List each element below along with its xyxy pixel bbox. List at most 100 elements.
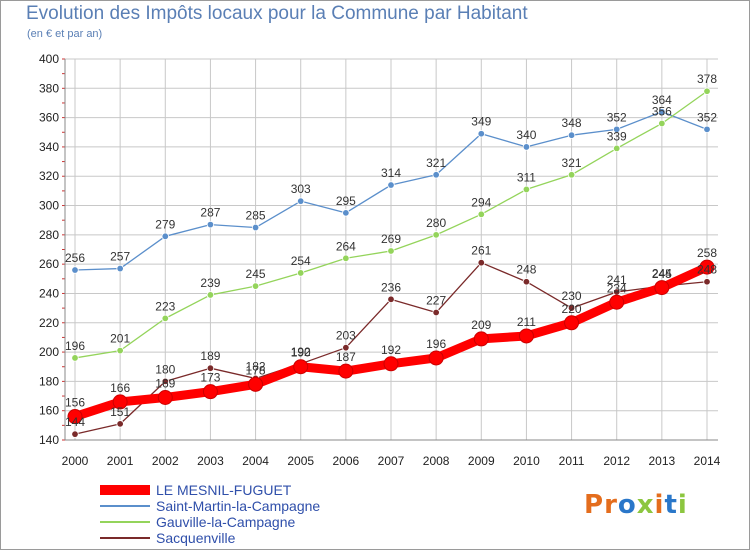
x-tick-label: 2009 <box>468 454 495 468</box>
data-point-le-mesnil-fuguet <box>699 259 715 275</box>
legend: LE MESNIL-FUGUET Saint-Martin-la-Campagne… <box>100 482 460 546</box>
data-label-sacquenville: 245 <box>652 267 672 281</box>
data-label-saint-martin-la-campagne: 256 <box>65 251 85 265</box>
data-label-le-mesnil-fuguet: 258 <box>697 246 717 260</box>
data-label-sacquenville: 227 <box>426 294 446 308</box>
data-point-gauville-la-campagne <box>297 269 305 277</box>
x-tick-label: 2001 <box>107 454 134 468</box>
data-label-le-mesnil-fuguet: 187 <box>336 350 356 364</box>
data-label-sacquenville: 144 <box>65 415 85 429</box>
data-point-gauville-la-campagne <box>703 87 711 95</box>
data-label-gauville-la-campagne: 294 <box>471 195 491 209</box>
data-point-sacquenville <box>477 258 485 267</box>
data-point-sacquenville <box>387 295 395 304</box>
data-label-gauville-la-campagne: 356 <box>652 104 672 118</box>
data-label-saint-martin-la-campagne: 303 <box>291 182 311 196</box>
series-group <box>67 87 715 438</box>
data-point-saint-martin-la-campagne <box>387 181 395 189</box>
data-point-saint-martin-la-campagne <box>206 220 215 229</box>
data-label-gauville-la-campagne: 311 <box>517 170 536 184</box>
data-label-gauville-la-campagne: 223 <box>155 299 175 313</box>
data-point-sacquenville <box>71 430 79 438</box>
data-label-saint-martin-la-campagne: 287 <box>200 206 220 220</box>
data-label-gauville-la-campagne: 378 <box>697 72 717 86</box>
data-label-le-mesnil-fuguet: 166 <box>110 381 130 395</box>
data-point-sacquenville <box>522 278 531 286</box>
data-label-sacquenville: 189 <box>200 349 220 363</box>
data-label-saint-martin-la-campagne: 314 <box>381 166 401 180</box>
y-tick-label: 160 <box>39 404 59 418</box>
legend-item-saint-martin-la-campagne: Saint-Martin-la-Campagne <box>100 498 460 514</box>
data-label-gauville-la-campagne: 239 <box>200 276 220 290</box>
x-tick-label: 2014 <box>694 454 721 468</box>
y-tick-label: 140 <box>39 433 59 447</box>
data-label-le-mesnil-fuguet: 234 <box>607 281 627 295</box>
axes: 140 160 180 200 220 240 260 280 300 320 340 360 380 4… <box>39 52 721 468</box>
data-label-le-mesnil-fuguet: 173 <box>200 371 220 385</box>
data-point-le-mesnil-fuguet <box>67 409 83 425</box>
data-point-saint-martin-la-campagne <box>703 125 711 134</box>
x-tick-label: 2004 <box>242 454 269 468</box>
data-point-sacquenville <box>206 364 215 372</box>
x-tick-label: 2008 <box>423 454 450 468</box>
data-label-le-mesnil-fuguet: 244 <box>652 267 672 281</box>
data-point-gauville-la-campagne <box>161 314 169 323</box>
data-point-gauville-la-campagne <box>477 210 485 219</box>
legend-label: Saint-Martin-la-Campagne <box>156 498 321 514</box>
x-tick-label: 2003 <box>197 454 224 468</box>
data-point-le-mesnil-fuguet <box>428 350 444 366</box>
data-point-gauville-la-campagne <box>387 247 395 255</box>
data-point-saint-martin-la-campagne <box>432 171 440 179</box>
data-point-saint-martin-la-campagne <box>297 197 305 205</box>
data-label-gauville-la-campagne: 280 <box>426 216 446 230</box>
data-point-le-mesnil-fuguet <box>248 376 264 392</box>
data-label-gauville-la-campagne: 196 <box>65 339 85 353</box>
data-label-saint-martin-la-campagne: 257 <box>110 250 130 264</box>
data-point-sacquenville <box>161 377 169 386</box>
data-point-saint-martin-la-campagne <box>567 131 576 139</box>
y-tick-label: 300 <box>39 199 59 213</box>
legend-label: LE MESNIL-FUGUET <box>156 482 292 498</box>
y-tick-label: 400 <box>39 52 59 66</box>
data-label-saint-martin-la-campagne: 364 <box>652 93 672 107</box>
x-tick-label: 2005 <box>287 454 314 468</box>
y-tick-label: 180 <box>39 374 59 388</box>
data-label-sacquenville: 241 <box>607 273 627 287</box>
y-tick-label: 340 <box>39 140 59 154</box>
data-point-gauville-la-campagne <box>71 354 79 362</box>
data-point-sacquenville <box>432 308 440 317</box>
data-point-gauville-la-campagne <box>522 185 531 194</box>
data-point-le-mesnil-fuguet <box>293 359 309 375</box>
data-label-le-mesnil-fuguet: 169 <box>155 377 175 391</box>
data-point-gauville-la-campagne <box>613 144 621 153</box>
x-tick-label: 2000 <box>62 454 89 468</box>
legend-label: Gauville-la-Campagne <box>156 514 296 530</box>
data-label-le-mesnil-fuguet: 196 <box>426 337 446 351</box>
legend-swatch <box>100 521 150 523</box>
data-label-saint-martin-la-campagne: 352 <box>697 110 717 124</box>
chart-subtitle: (en € et par an) <box>27 28 103 40</box>
x-tick-label: 2002 <box>152 454 179 468</box>
data-point-gauville-la-campagne <box>432 231 440 239</box>
data-label-gauville-la-campagne: 269 <box>381 232 401 246</box>
y-tick-label: 320 <box>39 169 59 183</box>
data-label-saint-martin-la-campagne: 348 <box>562 116 582 130</box>
data-label-saint-martin-la-campagne: 279 <box>155 217 175 231</box>
data-point-le-mesnil-fuguet <box>564 315 580 331</box>
legend-item-le-mesnil-fuguet: LE MESNIL-FUGUET <box>100 482 460 498</box>
legend-item-gauville-la-campagne: Gauville-la-Campagne <box>100 514 460 530</box>
data-label-le-mesnil-fuguet: 209 <box>471 318 491 332</box>
data-label-gauville-la-campagne: 264 <box>336 239 356 253</box>
data-label-sacquenville: 180 <box>155 362 175 376</box>
legend-label: Sacquenville <box>156 530 236 546</box>
data-label-gauville-la-campagne: 321 <box>562 156 582 170</box>
data-label-gauville-la-campagne: 254 <box>291 254 311 268</box>
data-label-le-mesnil-fuguet: 220 <box>562 302 582 316</box>
data-label-sacquenville: 261 <box>471 244 491 258</box>
data-point-le-mesnil-fuguet <box>202 384 218 400</box>
y-tick-label: 380 <box>39 81 59 95</box>
x-tick-label: 2010 <box>513 454 540 468</box>
data-point-gauville-la-campagne <box>116 346 124 355</box>
x-tick-label: 2013 <box>649 454 676 468</box>
